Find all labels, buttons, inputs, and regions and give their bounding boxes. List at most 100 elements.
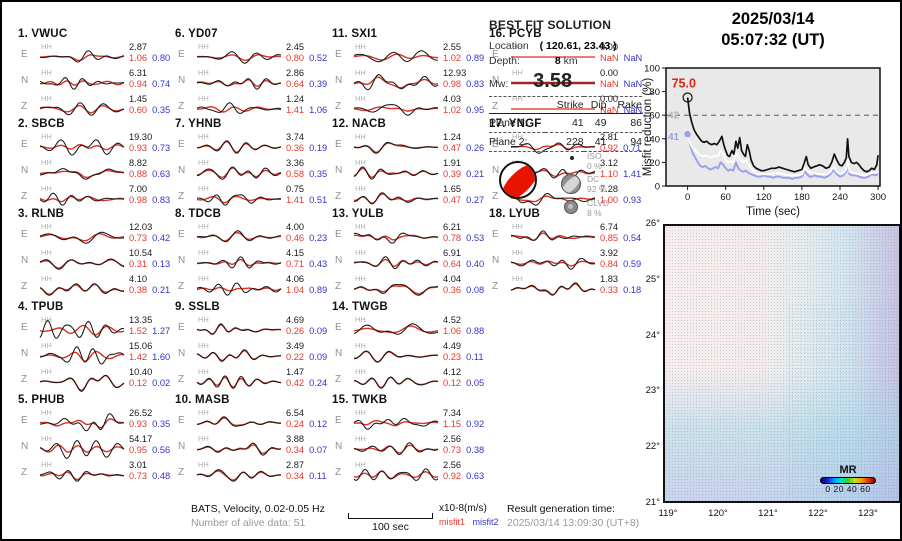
misfit1-value: 0.64 bbox=[286, 79, 305, 89]
misfit2-value: 0.89 bbox=[466, 53, 485, 63]
misfit2-value: 0.35 bbox=[309, 169, 328, 179]
misfit1-value: 0.26 bbox=[286, 326, 305, 336]
misfit1-value: 1.52 bbox=[129, 326, 148, 336]
amplitude-value: 6.21 bbox=[443, 222, 462, 232]
instrument-label: HH bbox=[198, 367, 209, 376]
mw-label: Mw: bbox=[489, 78, 509, 90]
channel-row-e: E HH 2.45 0.80 0.52 bbox=[175, 41, 329, 67]
waveform-trace: HH bbox=[39, 315, 125, 339]
lat-label-23: 23° bbox=[645, 385, 660, 397]
amplitude-value: 3.49 bbox=[286, 341, 305, 351]
channel-values: 10.54 0.31 0.13 bbox=[129, 248, 173, 270]
waveform-trace: HH bbox=[511, 42, 595, 58]
component-label: N bbox=[178, 75, 186, 86]
misfit1-value: 0.31 bbox=[129, 259, 148, 269]
channel-row-n: N HH 8.82 0.88 0.63 bbox=[18, 157, 172, 183]
misfit2-value: 0.21 bbox=[466, 169, 485, 179]
station-block-twgb: 14. TWGB E HH 4.52 1.06 0.88 N HH 4.49 0.23 0.11 Z H… bbox=[332, 301, 486, 391]
misfit2-value: 0.83 bbox=[152, 195, 171, 205]
synthetic-trace bbox=[353, 142, 438, 154]
channel-values: 4.04 0.36 0.08 bbox=[443, 274, 487, 296]
observed-trace bbox=[511, 192, 596, 206]
misfit1-value: 0.24 bbox=[286, 419, 305, 429]
channel-values: 1.47 0.42 0.24 bbox=[286, 367, 330, 389]
station-title: 11. SXI1 bbox=[332, 28, 378, 40]
instrument-label: HH bbox=[198, 42, 209, 51]
clvd-icon bbox=[564, 200, 578, 214]
amplitude-value: 8.82 bbox=[129, 158, 148, 168]
amplitude-value: 19.30 bbox=[129, 132, 153, 142]
misfit2-value: 0.63 bbox=[466, 471, 485, 481]
instrument-label: HH bbox=[355, 408, 366, 417]
observed-trace bbox=[511, 230, 595, 241]
synthetic-trace bbox=[510, 195, 596, 203]
waveform-trace: HH bbox=[39, 132, 125, 156]
channel-values: 6.54 0.24 0.12 bbox=[286, 408, 330, 430]
channel-row-n: N HH 2.86 0.64 0.39 bbox=[175, 67, 329, 93]
location-value: ( 120.61, 23.43 ) bbox=[539, 40, 617, 52]
amplitude-value: 2.87 bbox=[129, 42, 148, 52]
amplitude-value: 3.74 bbox=[286, 132, 305, 142]
component-label: Z bbox=[335, 374, 342, 385]
plane2-row: Plane 2: 228 41 94 bbox=[489, 132, 642, 152]
waveform-trace: HH bbox=[353, 222, 439, 244]
channel-row-e: E HH 19.30 0.93 0.73 bbox=[18, 131, 172, 157]
channel-row-n: N HH 4.15 0.71 0.43 bbox=[175, 247, 329, 273]
synthetic-trace bbox=[353, 167, 439, 179]
amplitude-value: 4.10 bbox=[129, 274, 148, 284]
instrument-label: HH bbox=[198, 184, 209, 193]
station-block-nacb: 12. NACB E HH 1.24 0.47 0.26 N HH 1.91 0.39 0.21 Z H… bbox=[332, 118, 486, 208]
misfit2-value: 0.43 bbox=[309, 259, 328, 269]
instrument-label: HH bbox=[355, 158, 366, 167]
component-label: E bbox=[178, 415, 185, 426]
waveform-trace: HH bbox=[196, 184, 282, 206]
channel-values: 2.86 0.64 0.39 bbox=[286, 68, 330, 90]
amplitude-value: 4.04 bbox=[443, 274, 462, 284]
observed-trace bbox=[196, 375, 282, 389]
amplitude-unit: x10-8(m/s) bbox=[439, 503, 487, 514]
instrument-label: HH bbox=[41, 68, 52, 77]
synthetic-trace bbox=[39, 169, 125, 179]
channel-values: 1.91 0.39 0.21 bbox=[443, 158, 487, 180]
waveform-trace: HH bbox=[196, 274, 282, 296]
station-title: 6. YD07 bbox=[175, 28, 218, 40]
instrument-label: HH bbox=[355, 367, 366, 376]
waveform-trace: HH bbox=[197, 42, 282, 64]
misfit1-value: 1.00 bbox=[600, 195, 619, 205]
observed-trace bbox=[197, 51, 282, 64]
observed-trace bbox=[197, 256, 282, 269]
y-tick-label: 40 bbox=[649, 134, 660, 145]
y-tick-label: 20 bbox=[649, 158, 660, 169]
instrument-label: HH bbox=[198, 222, 209, 231]
x-tick-label: 120 bbox=[756, 192, 772, 203]
amplitude-value: 4.15 bbox=[286, 248, 305, 258]
waveform-trace: HH bbox=[39, 94, 125, 116]
station-title: 4. TPUB bbox=[18, 301, 64, 313]
component-label: Z bbox=[178, 101, 185, 112]
misfit1-value: 0.42 bbox=[286, 378, 305, 388]
station-block-yulb: 13. YULB E HH 6.21 0.78 0.53 N HH 6.91 0.64 0.40 Z H… bbox=[332, 208, 486, 298]
component-label: N bbox=[178, 165, 186, 176]
observed-trace bbox=[353, 442, 439, 456]
channel-row-z: Z HH 1.45 0.60 0.35 bbox=[18, 93, 172, 119]
observed-trace bbox=[39, 139, 125, 156]
observed-trace bbox=[353, 166, 439, 180]
result-time-label: Result generation time: bbox=[507, 503, 615, 515]
station-title: 12. NACB bbox=[332, 118, 387, 130]
misfit1-value: 0.64 bbox=[443, 259, 462, 269]
instrument-label: HH bbox=[512, 42, 523, 51]
channel-row-e: E HH 3.74 0.36 0.19 bbox=[175, 131, 329, 157]
synthetic-trace bbox=[196, 79, 282, 88]
station-block-twkb: 15. TWKB E HH 7.34 1.15 0.92 N HH 2.56 0.73 0.38 Z H… bbox=[332, 394, 486, 484]
misfit1-value: 1.06 bbox=[443, 326, 462, 336]
channel-values: 2.55 1.02 0.89 bbox=[443, 42, 487, 64]
channel-row-n: N HH 6.31 0.94 0.74 bbox=[18, 67, 172, 93]
amplitude-value: 1.24 bbox=[286, 94, 305, 104]
peak-misfit-label: 75.0 bbox=[672, 77, 696, 91]
misfit1-value: 1.41 bbox=[286, 195, 305, 205]
instrument-label: HH bbox=[198, 460, 209, 469]
misfit1-value: 0.93 bbox=[129, 419, 148, 429]
component-label: E bbox=[335, 229, 342, 240]
waveform-trace: HH bbox=[39, 248, 125, 270]
amplitude-value: 1.45 bbox=[129, 94, 148, 104]
